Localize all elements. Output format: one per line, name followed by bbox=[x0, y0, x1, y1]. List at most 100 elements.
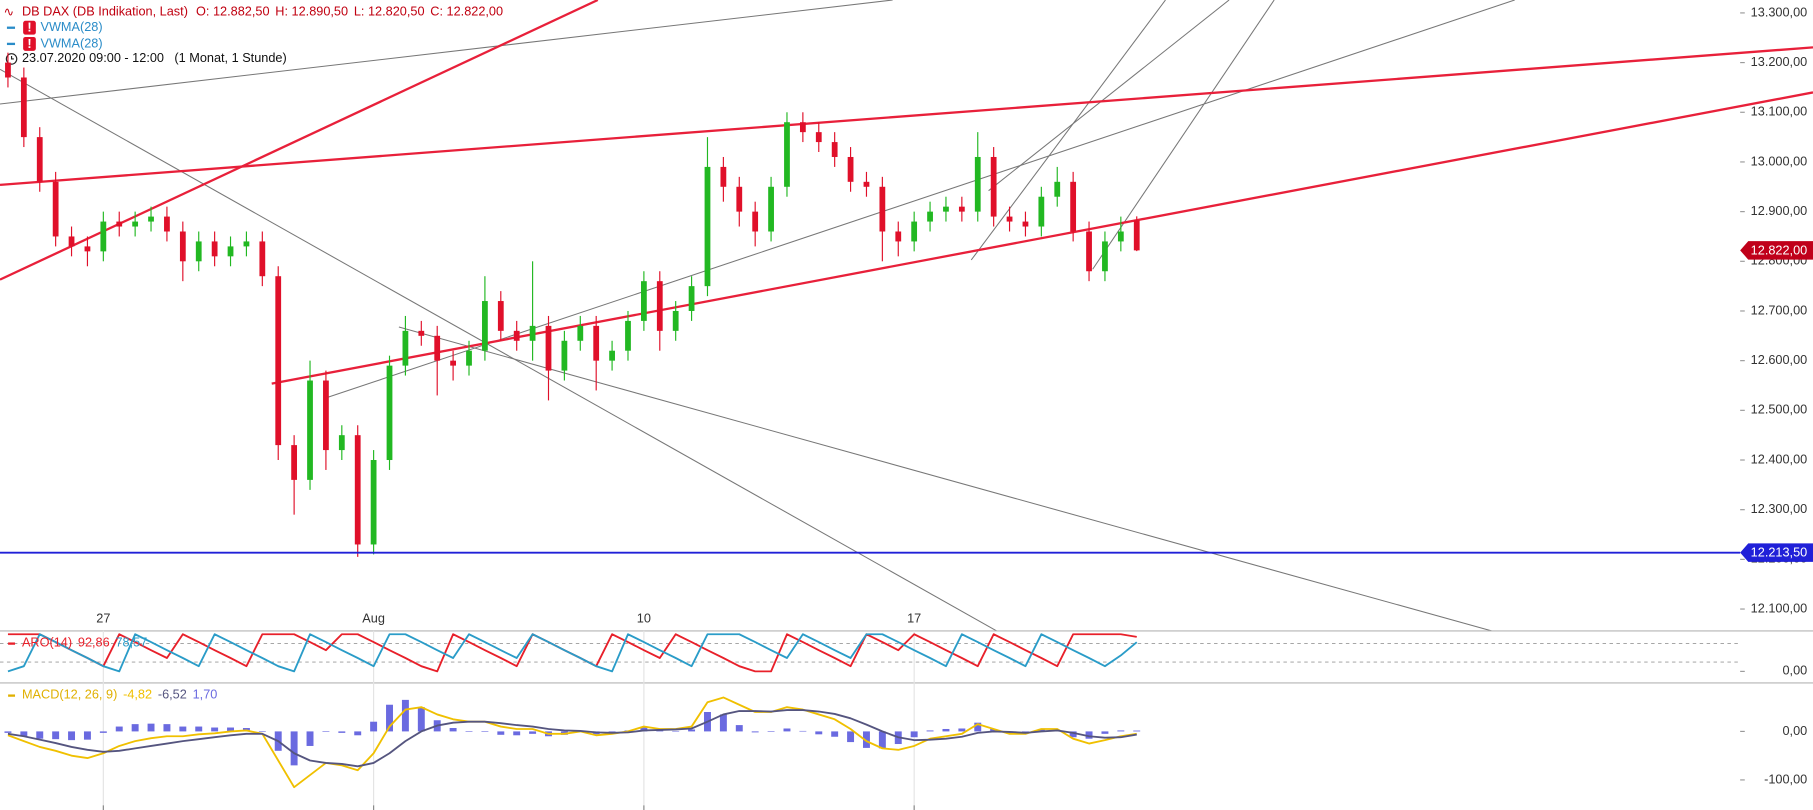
candle-body bbox=[1133, 220, 1140, 251]
candle-body bbox=[84, 246, 91, 252]
histogram-bar bbox=[640, 727, 648, 732]
candle-body bbox=[784, 122, 790, 187]
histogram-bar bbox=[401, 699, 409, 732]
candle-body bbox=[529, 325, 536, 341]
trend-line bbox=[0, 68, 997, 632]
candle-body bbox=[895, 231, 902, 242]
price-tag-label: 12.822,00 bbox=[1751, 242, 1808, 257]
candle-body bbox=[847, 156, 854, 182]
histogram-bar bbox=[958, 728, 966, 732]
period-line: 23.07.2020 09:00 - 12:00 (1 Monat, 1 Stun… bbox=[22, 50, 287, 65]
candle-body bbox=[243, 241, 250, 247]
histogram-bar bbox=[672, 730, 680, 732]
candle-body bbox=[720, 166, 727, 187]
candle-body bbox=[195, 241, 202, 262]
histogram-bar bbox=[910, 731, 918, 738]
candle-body bbox=[943, 206, 949, 212]
candle-body bbox=[640, 281, 647, 321]
candle-body bbox=[434, 335, 441, 361]
candle-body bbox=[5, 62, 11, 78]
histogram-bar bbox=[942, 728, 950, 732]
candle-body bbox=[466, 350, 472, 366]
candle-body bbox=[100, 221, 107, 252]
histogram-bar bbox=[974, 722, 982, 732]
histogram-bar bbox=[147, 723, 155, 732]
candle-body bbox=[863, 181, 870, 187]
warning-icon-mark: ! bbox=[27, 20, 31, 35]
histogram-bar bbox=[1085, 731, 1093, 739]
candle-body bbox=[1086, 231, 1092, 272]
histogram-bar bbox=[799, 730, 807, 732]
indicator-line bbox=[7, 633, 1137, 673]
candle-body bbox=[736, 186, 743, 212]
candle-body bbox=[291, 445, 298, 480]
histogram-bar bbox=[258, 731, 266, 732]
histogram-bar bbox=[878, 731, 886, 749]
header-line: DB DAX (DB Indikation, Last) O: 12.882,50… bbox=[22, 4, 503, 19]
trend-line bbox=[323, 0, 1515, 400]
period-range: (1 Monat, 1 Stunde) bbox=[174, 50, 286, 65]
candle-body bbox=[561, 340, 568, 371]
histogram-bar bbox=[815, 731, 823, 735]
legend-value: -6,52 bbox=[158, 687, 187, 702]
indicator-label[interactable]: VWMA(28) bbox=[40, 35, 102, 50]
y-tick-label: 13.300,00 bbox=[1751, 4, 1808, 19]
histogram-bar bbox=[1117, 730, 1125, 732]
histogram-bar bbox=[513, 731, 521, 736]
legend: MACD(12, 26, 9) -4,82 -6,52 1,70 bbox=[22, 687, 217, 702]
candle-body bbox=[497, 301, 504, 331]
candle-body bbox=[68, 236, 75, 247]
histogram-bar bbox=[751, 731, 759, 733]
candle-body bbox=[386, 365, 393, 461]
candle-body bbox=[1022, 221, 1029, 227]
candle-body bbox=[482, 301, 488, 351]
trend-line bbox=[271, 91, 1813, 385]
histogram-bar bbox=[68, 731, 76, 741]
candle-body bbox=[688, 286, 695, 311]
warning-icon bbox=[23, 20, 36, 35]
candle-body bbox=[179, 231, 186, 262]
histogram-bar bbox=[831, 731, 839, 737]
histogram-bar bbox=[83, 731, 91, 740]
price-tag bbox=[1740, 543, 1813, 562]
histogram-bar bbox=[306, 731, 314, 746]
legend-value: 1,70 bbox=[193, 687, 218, 702]
histogram-bar bbox=[163, 724, 171, 732]
candle-body bbox=[990, 156, 997, 217]
histogram-bar bbox=[465, 731, 473, 732]
candle-body bbox=[1102, 241, 1108, 272]
histogram-bar bbox=[36, 731, 44, 739]
price-tag bbox=[1740, 241, 1813, 260]
histogram-bar bbox=[20, 731, 28, 737]
histogram-bar bbox=[1069, 731, 1077, 738]
legend-value: 78,57 bbox=[115, 635, 147, 650]
x-tick-label: 17 bbox=[907, 611, 921, 626]
histogram-bar bbox=[370, 721, 378, 732]
candle-body bbox=[132, 221, 139, 227]
y-tick-label: 12.500,00 bbox=[1751, 402, 1808, 417]
histogram-bar bbox=[227, 727, 234, 732]
candle-body bbox=[211, 241, 218, 257]
candle-body bbox=[911, 221, 918, 242]
candle-body bbox=[275, 276, 282, 446]
histogram-bar bbox=[926, 730, 934, 732]
indicator-label[interactable]: VWMA(28) bbox=[40, 19, 102, 34]
candle-body bbox=[450, 360, 456, 366]
candle-body bbox=[768, 186, 774, 232]
histogram-bar bbox=[449, 728, 457, 732]
trend-line bbox=[398, 326, 1492, 632]
candle-body bbox=[1117, 231, 1124, 242]
trend-line bbox=[0, 46, 1813, 187]
warning-icon-mark: ! bbox=[27, 36, 31, 51]
histogram-bar bbox=[417, 707, 425, 732]
y-tick-label: 12.100,00 bbox=[1751, 600, 1808, 615]
y-tick-label: 12.400,00 bbox=[1751, 451, 1808, 466]
histogram-bar bbox=[386, 704, 393, 732]
candle-body bbox=[656, 281, 663, 331]
indicator-line bbox=[7, 709, 1137, 768]
candle-body bbox=[672, 310, 679, 331]
x-tick-label: Aug bbox=[362, 611, 385, 626]
ohlc-value: L: 12.820,50 bbox=[354, 4, 425, 19]
legend-title: ARO(14) bbox=[22, 635, 72, 650]
